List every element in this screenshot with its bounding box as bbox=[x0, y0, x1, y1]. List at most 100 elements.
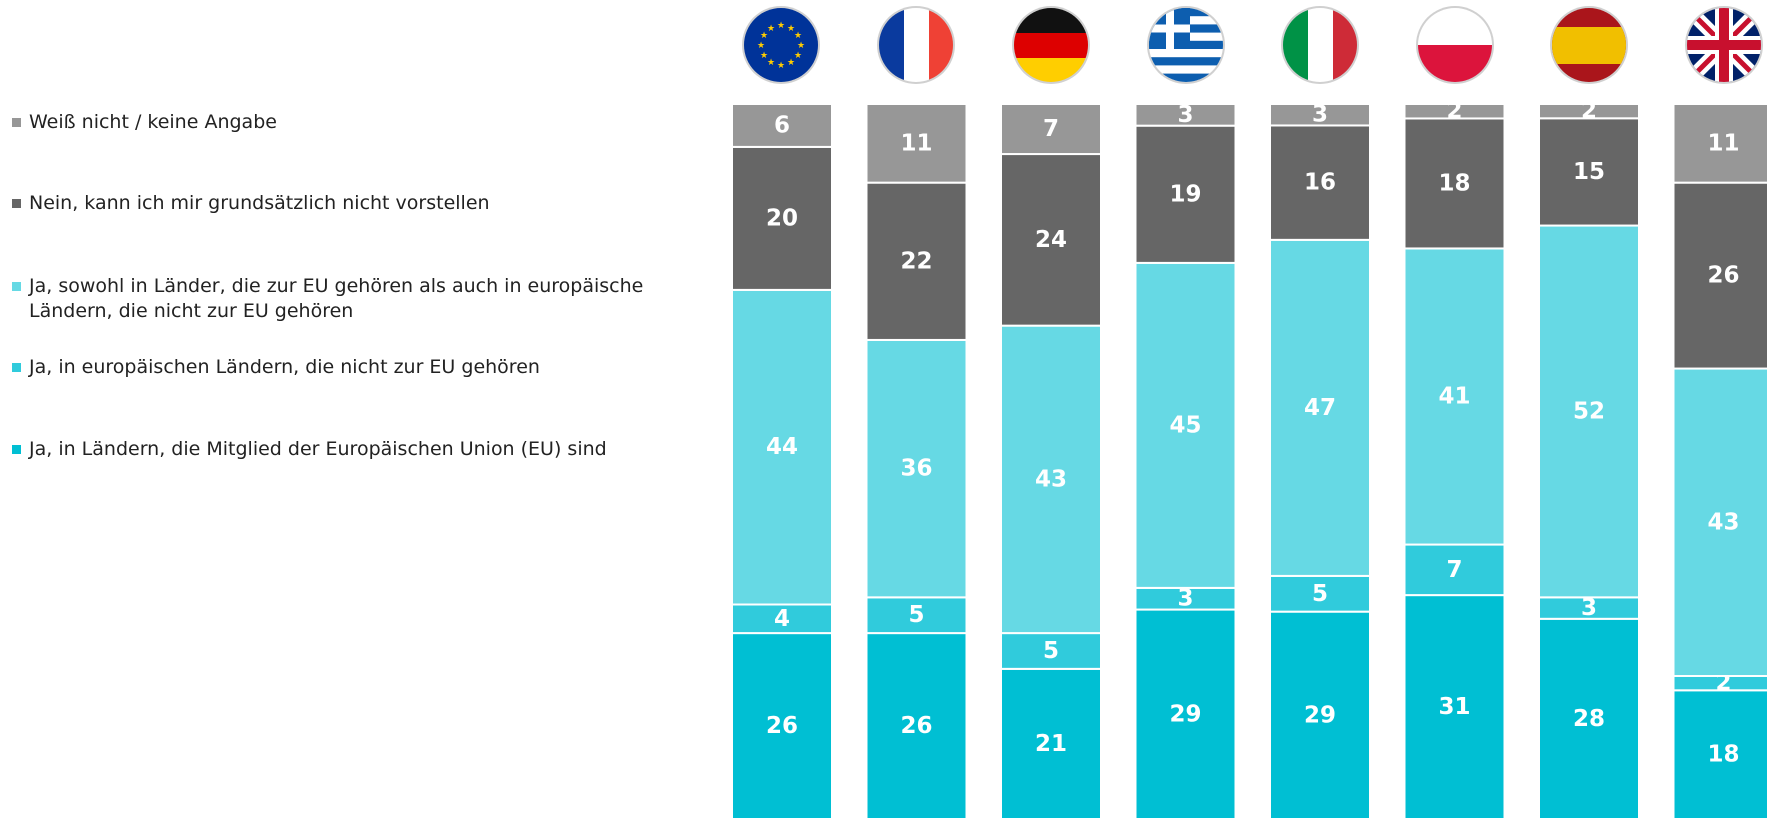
data-label: 18 bbox=[1438, 170, 1470, 196]
data-label: 3 bbox=[1177, 586, 1193, 612]
bar-segment-yes-both bbox=[865, 338, 968, 599]
data-label: 5 bbox=[1312, 581, 1328, 607]
legend-swatch-yes-eu bbox=[12, 445, 21, 454]
data-label: 11 bbox=[900, 130, 932, 156]
bar-segment-dont-know bbox=[1000, 103, 1102, 156]
legend-label-yes-eu: Ja, in Ländern, die Mitglied der Europäi… bbox=[29, 438, 607, 460]
france-flag-icon bbox=[877, 6, 955, 84]
legend-label-yes-both: Ja, sowohl in Länder, die zur EU gehören… bbox=[29, 275, 644, 322]
bar-segment-yes-non-eu bbox=[865, 596, 968, 635]
data-label: 16 bbox=[1304, 170, 1336, 196]
bar-segment-yes-non-eu bbox=[1000, 632, 1102, 670]
legend-label-no: Nein, kann ich mir grundsätzlich nicht v… bbox=[29, 192, 490, 214]
svg-text:★: ★ bbox=[794, 31, 802, 41]
poland-flag-icon bbox=[1416, 6, 1494, 84]
svg-text:★: ★ bbox=[794, 51, 802, 61]
data-label: 3 bbox=[1581, 595, 1597, 621]
data-label: 22 bbox=[900, 248, 932, 274]
data-label: 31 bbox=[1438, 694, 1470, 720]
data-label: 41 bbox=[1438, 384, 1470, 410]
bar-segment-no bbox=[865, 181, 968, 341]
data-label: 44 bbox=[766, 434, 798, 460]
data-label: 21 bbox=[1035, 731, 1067, 757]
data-label: 26 bbox=[1707, 263, 1739, 289]
bar-segment-dont-know bbox=[1269, 103, 1371, 127]
bar-segment-dont-know bbox=[1538, 103, 1640, 120]
data-label: 28 bbox=[1573, 706, 1605, 732]
data-label: 24 bbox=[1035, 227, 1067, 253]
germany-flag-icon bbox=[1012, 6, 1090, 84]
data-label: 5 bbox=[1043, 638, 1059, 664]
legend-item-yes-both: Ja, sowohl in Länder, die zur EU gehören… bbox=[12, 274, 732, 324]
bar-segment-no bbox=[731, 145, 833, 291]
bar-segment-no bbox=[1000, 153, 1102, 327]
bar-segment-no bbox=[1672, 181, 1767, 370]
bar-segment-yes-non-eu bbox=[731, 603, 833, 635]
svg-text:★: ★ bbox=[757, 41, 765, 51]
bar-segment-yes-both bbox=[1000, 324, 1102, 635]
data-label: 7 bbox=[1446, 557, 1462, 583]
bar-segment-no bbox=[1403, 117, 1506, 250]
data-label: 43 bbox=[1035, 466, 1067, 492]
data-label: 20 bbox=[766, 205, 798, 231]
legend-label-dont-know: Weiß nicht / keine Angabe bbox=[29, 111, 277, 133]
svg-text:★: ★ bbox=[787, 58, 795, 68]
bar-segment-no bbox=[1538, 117, 1640, 227]
svg-text:★: ★ bbox=[777, 21, 785, 31]
svg-text:★: ★ bbox=[787, 24, 795, 34]
bar-segment-yes-both bbox=[1403, 247, 1506, 546]
bar-segment-yes-eu bbox=[1134, 608, 1237, 819]
svg-text:★: ★ bbox=[767, 58, 775, 68]
bar-segment-no bbox=[1134, 124, 1237, 264]
legend-swatch-yes-non-eu bbox=[12, 363, 21, 372]
data-label: 2 bbox=[1581, 98, 1597, 124]
svg-text:★: ★ bbox=[797, 41, 805, 51]
data-label: 11 bbox=[1707, 130, 1739, 156]
data-label: 26 bbox=[766, 713, 798, 739]
legend-swatch-no bbox=[12, 199, 21, 208]
bar-segment-yes-both bbox=[1269, 238, 1371, 577]
legend-item-dont-know: Weiß nicht / keine Angabe bbox=[12, 110, 732, 135]
bar-segment-yes-non-eu bbox=[1269, 574, 1371, 613]
data-label: 3 bbox=[1312, 102, 1328, 128]
data-label: 3 bbox=[1177, 102, 1193, 128]
legend-label-yes-non-eu: Ja, in europäischen Ländern, die nicht z… bbox=[29, 356, 540, 378]
legend-item-yes-eu: Ja, in Ländern, die Mitglied der Europäi… bbox=[12, 437, 732, 462]
data-label: 26 bbox=[900, 713, 932, 739]
legend-item-no: Nein, kann ich mir grundsätzlich nicht v… bbox=[12, 191, 732, 216]
data-label: 36 bbox=[900, 456, 932, 482]
bar-segment-no bbox=[1269, 124, 1371, 241]
bar-segment-yes-both bbox=[1538, 224, 1640, 599]
bar-segment-yes-both bbox=[1134, 261, 1237, 589]
data-label: 18 bbox=[1707, 742, 1739, 768]
eu-flag-icon: ★ ★★ ★★★ ★★★ ★★★ bbox=[742, 6, 820, 84]
legend-swatch-dont-know bbox=[12, 118, 21, 127]
data-label: 5 bbox=[908, 602, 924, 628]
data-label: 43 bbox=[1707, 509, 1739, 535]
uk-flag-icon bbox=[1685, 6, 1763, 84]
italy-flag-icon bbox=[1281, 6, 1359, 84]
bar-segment-yes-eu bbox=[865, 632, 968, 819]
bar-segment-dont-know bbox=[1403, 103, 1506, 120]
data-label: 7 bbox=[1043, 116, 1059, 142]
data-label: 6 bbox=[774, 112, 790, 138]
data-label: 29 bbox=[1169, 701, 1201, 727]
bar-segment-yes-both bbox=[731, 288, 833, 606]
bars: 2644420626536221121543247293451932954716… bbox=[731, 98, 1767, 819]
data-label: 2 bbox=[1446, 98, 1462, 124]
svg-text:★: ★ bbox=[760, 51, 768, 61]
data-label: 19 bbox=[1169, 181, 1201, 207]
greece-flag-icon bbox=[1147, 6, 1225, 84]
svg-text:★: ★ bbox=[777, 61, 785, 71]
data-label: 45 bbox=[1169, 412, 1201, 438]
bar-segment-yes-eu bbox=[1000, 667, 1102, 819]
data-label: 15 bbox=[1573, 159, 1605, 185]
data-label: 29 bbox=[1304, 702, 1336, 728]
bar-segment-dont-know bbox=[1672, 103, 1767, 184]
bar-segment-yes-eu bbox=[731, 632, 833, 819]
spain-flag-icon bbox=[1550, 6, 1628, 84]
legend-swatch-yes-both bbox=[12, 282, 21, 291]
svg-text:★: ★ bbox=[767, 24, 775, 34]
svg-text:★: ★ bbox=[760, 31, 768, 41]
